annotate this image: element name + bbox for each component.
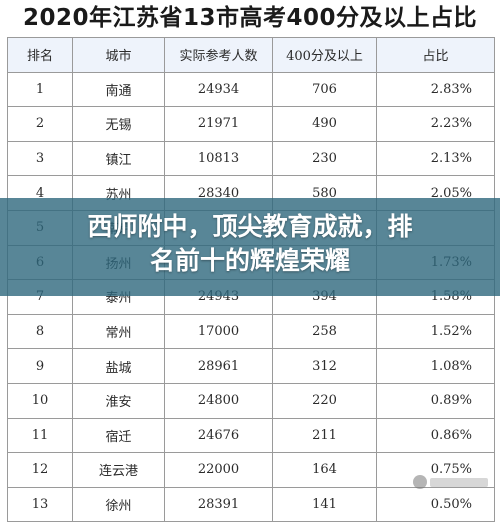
header-ratio: 占比 [376, 37, 495, 73]
cell-400-plus: 220 [272, 382, 377, 419]
table-row: 12 连云港 22000 164 0.75% [7, 452, 495, 488]
cell-400-plus: 211 [272, 417, 377, 454]
cell-participants: 17000 [164, 313, 273, 350]
cell-rank: 11 [7, 417, 73, 454]
cell-ratio: 0.50% [376, 486, 495, 522]
cell-rank: 13 [7, 486, 73, 522]
table-row: 3 镇江 10813 230 2.13% [7, 140, 495, 177]
header-city: 城市 [72, 37, 165, 73]
cell-city: 镇江 [72, 140, 165, 177]
table-row: 2 无锡 21971 490 2.23% [7, 106, 495, 142]
cell-city: 宿迁 [72, 417, 165, 454]
cell-ratio: 0.86% [376, 417, 495, 454]
cell-city: 连云港 [72, 452, 165, 488]
cell-rank: 10 [7, 382, 73, 419]
cell-rank: 3 [7, 140, 73, 177]
cell-rank: 12 [7, 452, 73, 488]
cell-city: 无锡 [72, 106, 165, 142]
watermark-text-graphic [430, 477, 488, 487]
cell-400-plus: 706 [272, 71, 377, 108]
cell-400-plus: 490 [272, 106, 377, 142]
overlay-banner [0, 198, 500, 296]
cell-rank: 9 [7, 348, 73, 384]
cell-ratio: 2.13% [376, 140, 495, 177]
cell-ratio: 1.08% [376, 348, 495, 384]
table-row: 9 盐城 28961 312 1.08% [7, 348, 495, 384]
cell-participants: 24934 [164, 71, 273, 108]
cell-ratio: 0.89% [376, 382, 495, 419]
cell-rank: 2 [7, 106, 73, 142]
table-header-row: 排名 城市 实际参考人数 400分及以上 占比 [7, 37, 495, 73]
banner-line-2: 名前十的辉煌荣耀 [149, 246, 350, 275]
cell-rank: 8 [7, 313, 73, 350]
cell-participants: 22000 [164, 452, 273, 488]
cell-participants: 28961 [164, 348, 273, 384]
logo-icon [413, 475, 427, 489]
cell-participants: 21971 [164, 106, 273, 142]
header-400-plus: 400分及以上 [272, 37, 377, 73]
cell-400-plus: 230 [272, 140, 377, 177]
header-rank: 排名 [7, 37, 73, 73]
cell-city: 徐州 [72, 486, 165, 522]
table-row: 10 淮安 24800 220 0.89% [7, 382, 495, 419]
cell-400-plus: 164 [272, 452, 377, 488]
cell-400-plus: 258 [272, 313, 377, 350]
cell-participants: 28391 [164, 486, 273, 522]
cell-rank: 1 [7, 71, 73, 108]
cell-ratio: 1.52% [376, 313, 495, 350]
banner-caption: 西师附中，顶尖教育成就，排 名前十的辉煌荣耀 [0, 210, 500, 278]
cell-city: 盐城 [72, 348, 165, 384]
cell-city: 常州 [72, 313, 165, 350]
cell-ratio: 2.83% [376, 71, 495, 108]
watermark [408, 472, 488, 492]
cell-city: 南通 [72, 71, 165, 108]
table-row: 13 徐州 28391 141 0.50% [7, 486, 495, 522]
cell-participants: 24676 [164, 417, 273, 454]
banner-line-1: 西师附中，顶尖教育成就，排 [87, 212, 413, 241]
cell-400-plus: 312 [272, 348, 377, 384]
cell-participants: 24800 [164, 382, 273, 419]
cell-ratio: 2.23% [376, 106, 495, 142]
cell-400-plus: 141 [272, 486, 377, 522]
cell-city: 淮安 [72, 382, 165, 419]
table-row: 11 宿迁 24676 211 0.86% [7, 417, 495, 454]
header-participants: 实际参考人数 [164, 37, 273, 73]
table-row: 1 南通 24934 706 2.83% [7, 71, 495, 108]
cell-participants: 10813 [164, 140, 273, 177]
page-title: 2020年江苏省13市高考400分及以上占比 [22, 5, 478, 31]
table-row: 8 常州 17000 258 1.52% [7, 313, 495, 350]
